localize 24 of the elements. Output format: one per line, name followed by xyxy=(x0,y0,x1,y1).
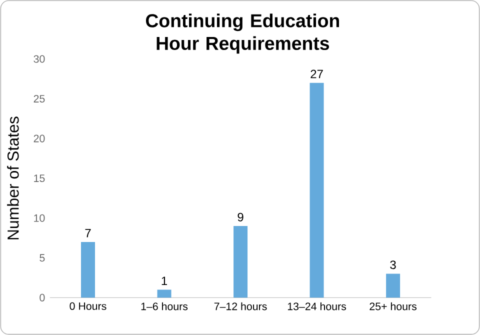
data-label: 3 xyxy=(390,260,396,270)
x-tick-label: 7–12 hours xyxy=(214,302,267,310)
bar xyxy=(157,290,172,298)
x-tick-label: 25+ hours xyxy=(370,302,417,310)
y-tick-label: 20 xyxy=(34,134,45,142)
y-tick-label: 10 xyxy=(34,214,45,222)
y-tick-label: 15 xyxy=(34,174,45,182)
data-label: 27 xyxy=(310,70,323,78)
chart-title: Continuing Education Hour Requirements xyxy=(146,14,339,54)
bar xyxy=(234,226,248,298)
data-label: 1 xyxy=(162,276,168,285)
data-label: 7 xyxy=(85,228,91,238)
y-axis-title: Number of States xyxy=(7,116,19,240)
data-label: 9 xyxy=(238,212,244,222)
y-tick-label: 0 xyxy=(40,294,45,302)
y-tick-label: 30 xyxy=(34,55,45,63)
bar xyxy=(310,82,324,298)
bar xyxy=(81,242,96,298)
x-tick-label: 1–6 hours xyxy=(141,302,188,310)
y-tick-label: 25 xyxy=(34,95,45,103)
x-tick-label: 0 Hours xyxy=(70,302,106,310)
bar xyxy=(386,274,400,298)
y-tick-label: 5 xyxy=(40,254,45,262)
x-tick-label: 13–24 hours xyxy=(288,302,346,310)
